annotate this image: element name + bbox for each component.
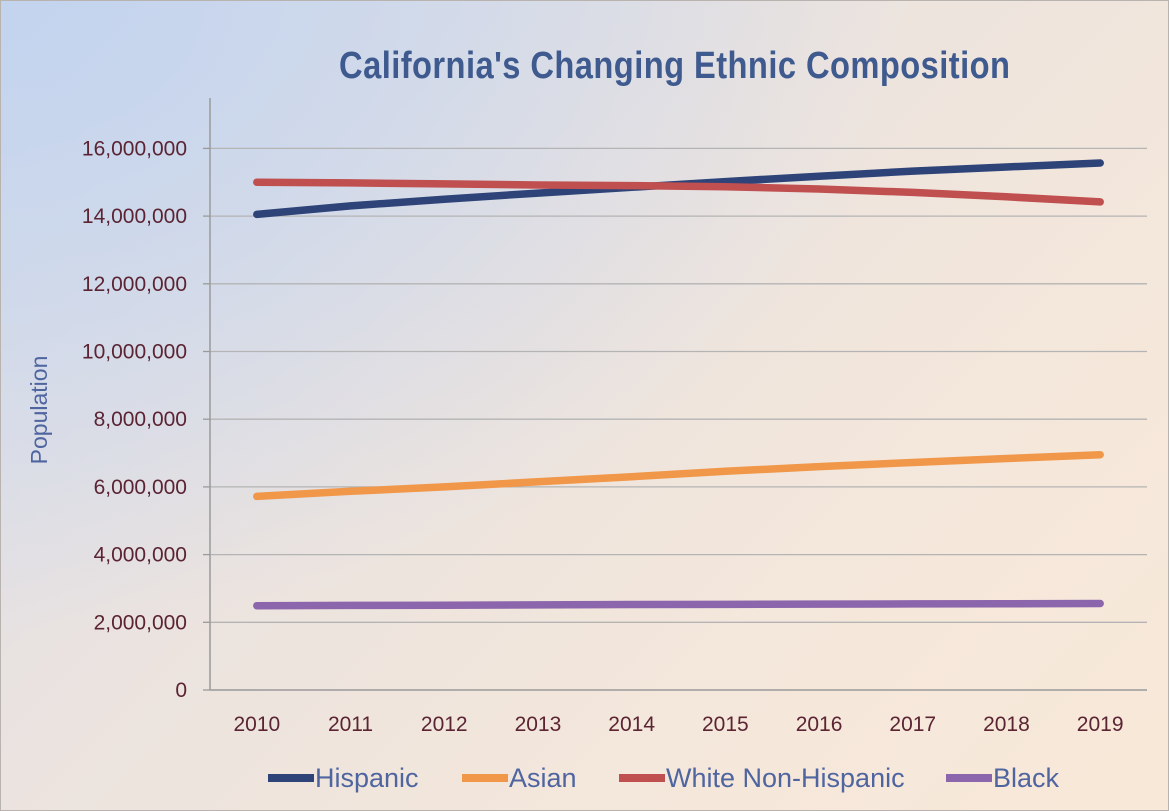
y-tick-label: 16,000,000 — [82, 137, 187, 160]
y-tick-label: 14,000,000 — [82, 205, 187, 228]
y-tick-label: 12,000,000 — [82, 273, 187, 296]
legend-label: Black — [993, 762, 1060, 793]
x-tick-labels: 2010 2011 2012 2013 2014 2015 2016 2017 2018 2019 — [233, 713, 1123, 736]
x-tick-label: 2010 — [233, 713, 280, 736]
legend: Hispanic Asian White Non-Hispanic Black — [1, 758, 1168, 798]
x-tick-label: 2018 — [983, 713, 1030, 736]
series-lines — [253, 159, 1104, 610]
x-tick-label: 2017 — [889, 713, 936, 736]
series-line — [253, 178, 1104, 206]
legend-item: Hispanic — [268, 758, 419, 798]
y-tick-label: 0 — [175, 679, 187, 702]
y-axis-title: Population — [26, 356, 52, 465]
x-tick-label: 2011 — [328, 713, 373, 736]
x-tick-label: 2019 — [1077, 713, 1124, 736]
legend-swatch — [946, 774, 992, 782]
legend-label: White Non-Hispanic — [666, 762, 905, 793]
series-line — [253, 599, 1104, 610]
gridlines — [203, 147, 1147, 691]
y-tick-labels: 0 2,000,000 4,000,000 6,000,000 8,000,000 10,… — [82, 137, 187, 702]
x-tick-label: 2015 — [702, 713, 749, 736]
series-line — [253, 450, 1104, 501]
legend-label: Hispanic — [315, 762, 419, 793]
y-tick-label: 8,000,000 — [94, 408, 187, 431]
chart-title: California's Changing Ethnic Composition — [339, 45, 1011, 87]
legend-swatch — [462, 774, 508, 782]
y-tick-label: 6,000,000 — [94, 476, 187, 499]
series-asian — [253, 450, 1104, 501]
y-tick-label: 10,000,000 — [82, 341, 187, 364]
series-white-non-hispanic — [253, 178, 1104, 206]
legend-swatch — [619, 774, 665, 782]
series-black — [253, 599, 1104, 610]
x-tick-label: 2013 — [515, 713, 562, 736]
legend-item: Asian — [462, 758, 577, 798]
legend-item: White Non-Hispanic — [619, 758, 905, 798]
x-tick-label: 2012 — [421, 713, 468, 736]
legend-label: Asian — [509, 762, 577, 793]
y-tick-label: 2,000,000 — [94, 611, 187, 634]
axes — [209, 98, 1147, 691]
x-tick-label: 2016 — [796, 713, 843, 736]
y-tick-label: 4,000,000 — [94, 544, 187, 567]
legend-item: Black — [946, 758, 1059, 798]
x-tick-label: 2014 — [608, 713, 655, 736]
legend-swatch — [268, 774, 314, 782]
